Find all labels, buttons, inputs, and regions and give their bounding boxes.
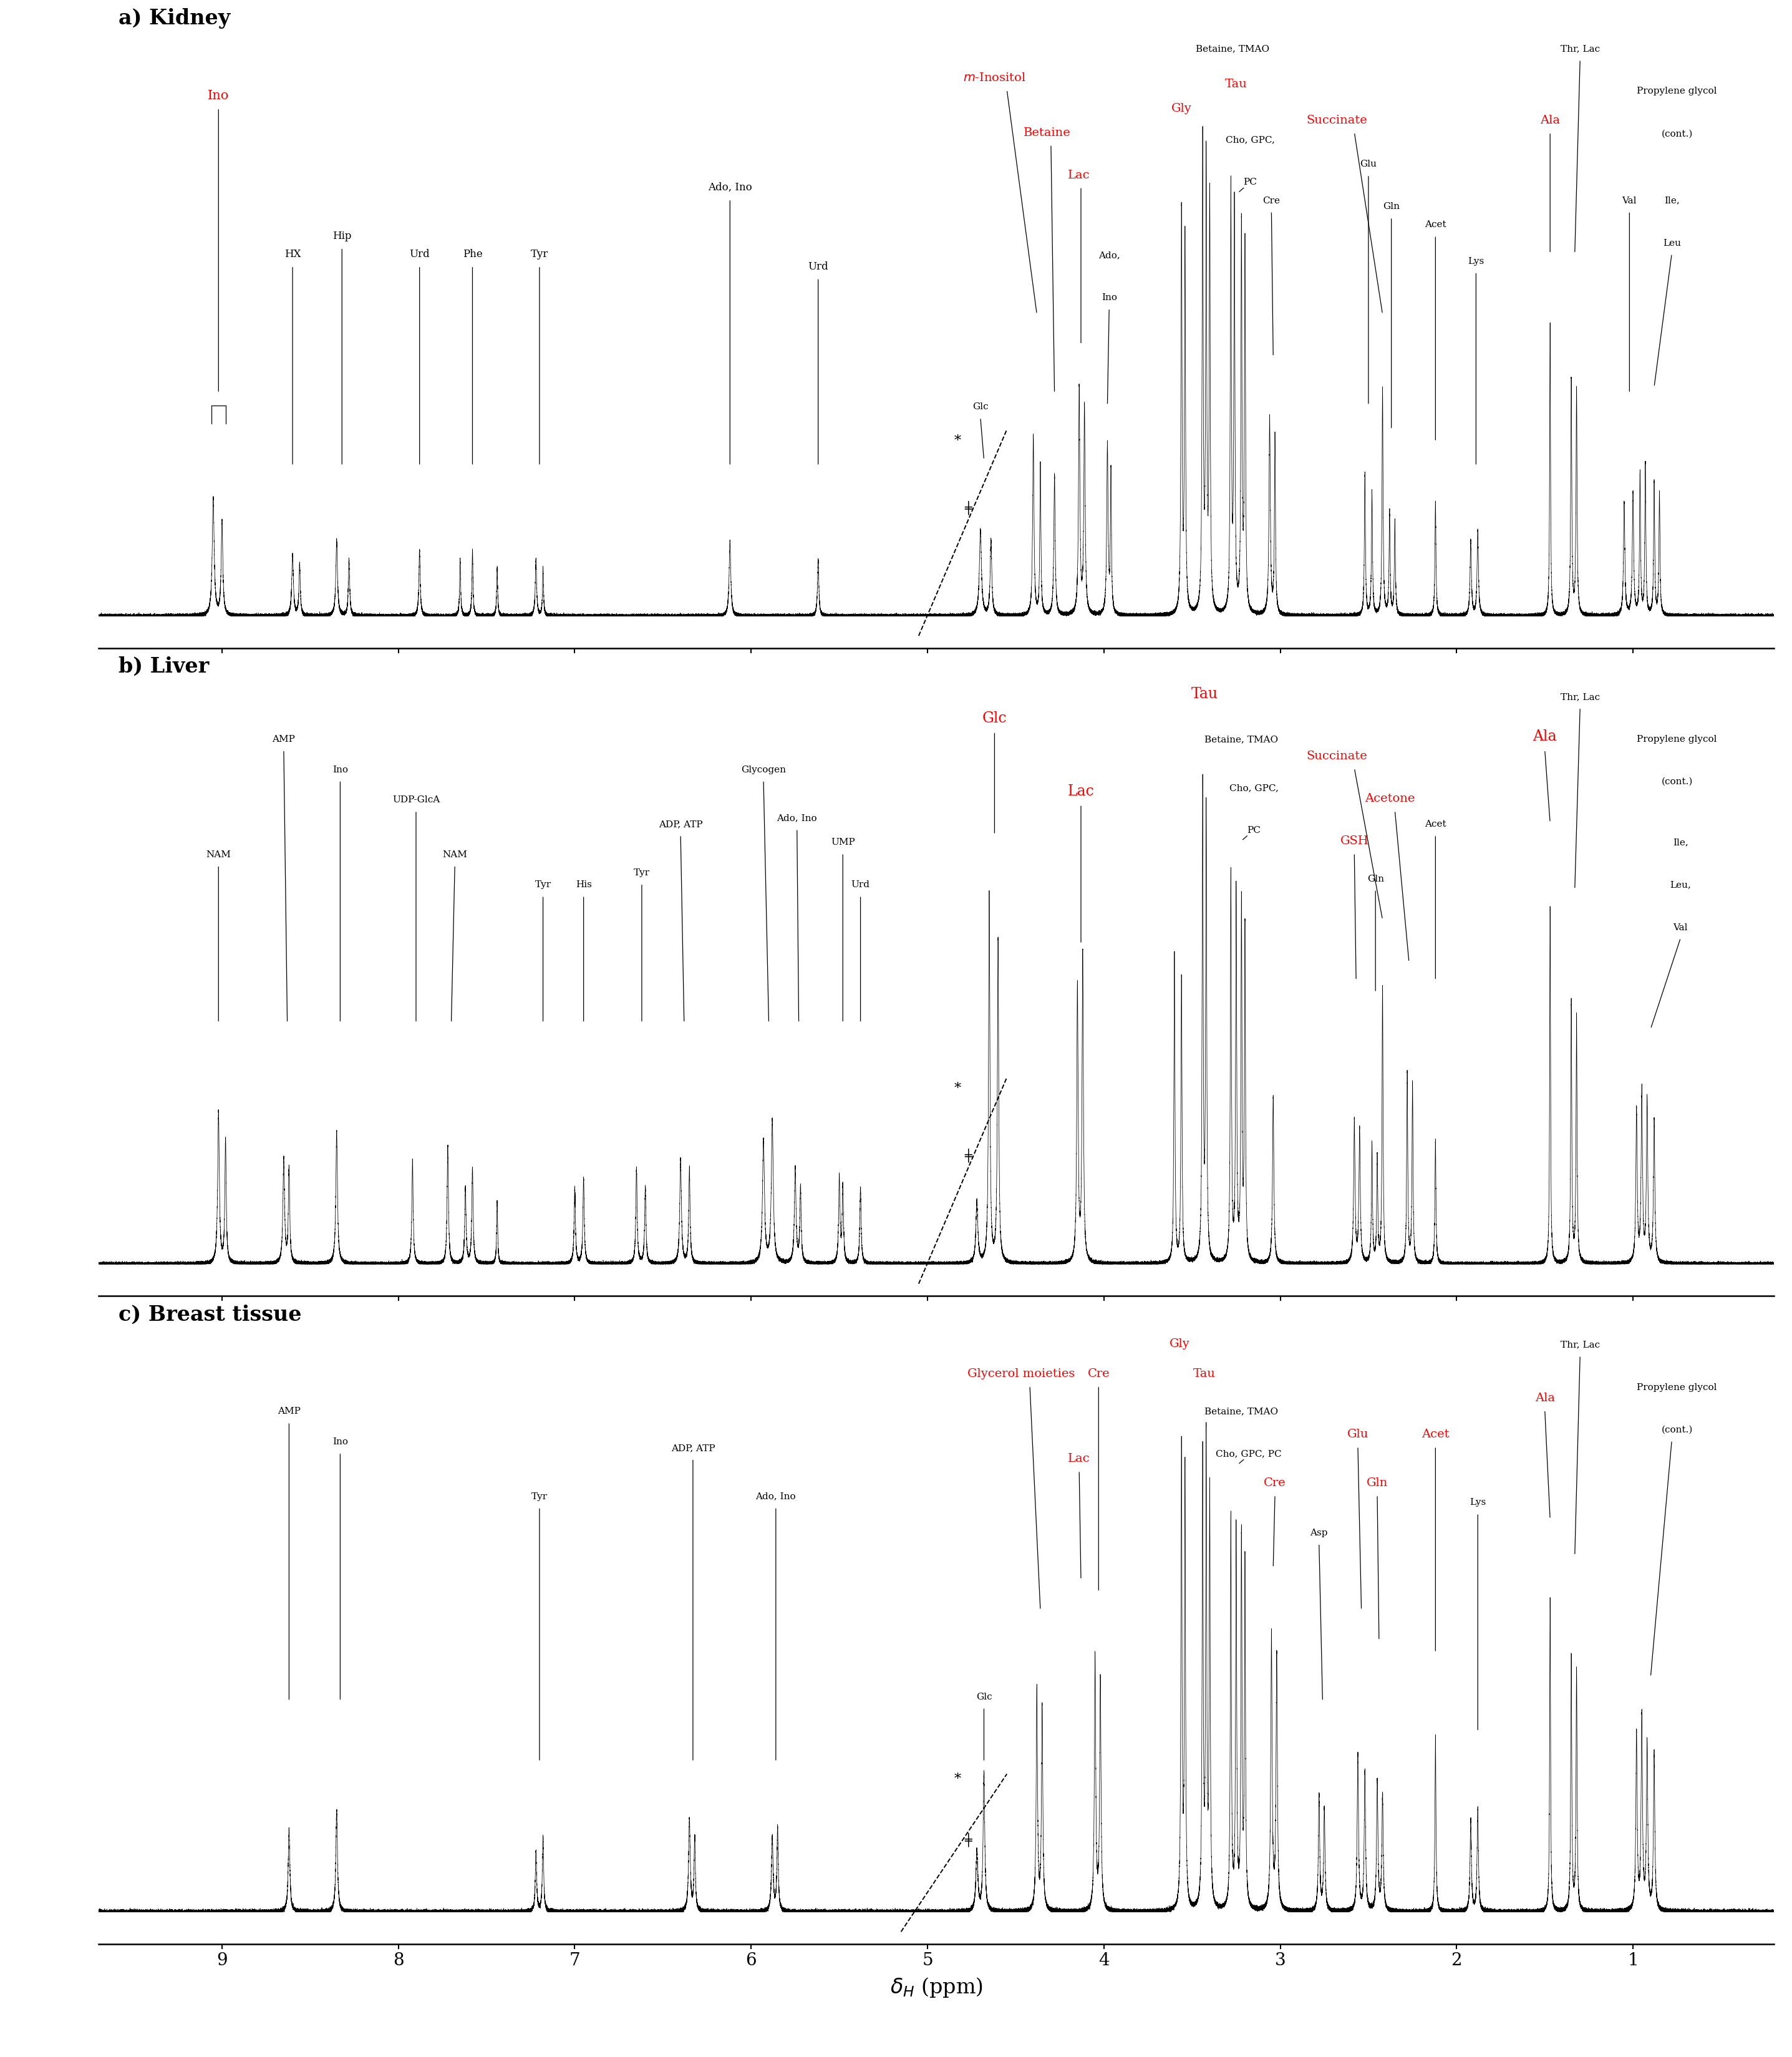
Text: Urd: Urd	[409, 249, 430, 259]
Text: (cont.): (cont.)	[1661, 778, 1693, 786]
Text: (cont.): (cont.)	[1661, 1426, 1693, 1434]
Text: Acet: Acet	[1425, 821, 1446, 829]
Text: His: His	[575, 880, 591, 889]
Text: Gln: Gln	[1367, 1477, 1389, 1489]
Text: (cont.): (cont.)	[1661, 130, 1693, 138]
Text: Lac: Lac	[1068, 784, 1095, 798]
Text: Lys: Lys	[1468, 257, 1484, 265]
Text: Tau: Tau	[1192, 687, 1219, 701]
Text: ADP, ATP: ADP, ATP	[670, 1444, 715, 1452]
Text: Ala: Ala	[1532, 730, 1557, 745]
Text: Propylene glycol: Propylene glycol	[1638, 1382, 1717, 1393]
Text: Propylene glycol: Propylene glycol	[1638, 86, 1717, 97]
Text: Glc: Glc	[977, 1693, 993, 1701]
Text: Ile,: Ile,	[1674, 837, 1688, 847]
Text: NAM: NAM	[206, 850, 231, 860]
Text: AMP: AMP	[278, 1407, 301, 1415]
Text: Thr, Lac: Thr, Lac	[1561, 45, 1600, 53]
Text: Leu,: Leu,	[1670, 880, 1692, 889]
Text: Ino: Ino	[332, 765, 348, 773]
Text: Glu: Glu	[1360, 160, 1376, 169]
Text: Hip: Hip	[333, 230, 351, 241]
Text: ╪: ╪	[964, 1833, 971, 1847]
Text: Phe: Phe	[462, 249, 482, 259]
Text: Tau: Tau	[1226, 78, 1247, 91]
Text: UMP: UMP	[831, 837, 855, 847]
Text: Val: Val	[1674, 924, 1688, 932]
Text: Leu: Leu	[1663, 239, 1681, 247]
Text: Cho, GPC, PC: Cho, GPC, PC	[1215, 1450, 1281, 1458]
Text: Val: Val	[1622, 195, 1636, 206]
Text: Betaine: Betaine	[1023, 128, 1072, 138]
Text: Gly: Gly	[1172, 103, 1192, 113]
Text: ╪: ╪	[964, 1148, 971, 1162]
Text: Tyr: Tyr	[532, 1491, 548, 1502]
Text: AMP: AMP	[272, 734, 296, 745]
Text: PC: PC	[1247, 827, 1260, 835]
Text: Cre: Cre	[1263, 195, 1279, 206]
Text: Ino: Ino	[332, 1438, 348, 1446]
Text: Acetone: Acetone	[1364, 794, 1414, 804]
Text: Cre: Cre	[1263, 1477, 1287, 1489]
Text: Propylene glycol: Propylene glycol	[1638, 734, 1717, 745]
Text: *: *	[953, 1082, 961, 1096]
Text: Cre: Cre	[1088, 1368, 1109, 1380]
Text: Ado, Ino: Ado, Ino	[756, 1491, 796, 1502]
Text: $m$-Inositol: $m$-Inositol	[962, 72, 1027, 84]
Text: Glycerol moieties: Glycerol moieties	[968, 1368, 1075, 1380]
Text: b) Liver: b) Liver	[118, 656, 210, 677]
Text: Ado, Ino: Ado, Ino	[778, 815, 817, 823]
Text: Thr, Lac: Thr, Lac	[1561, 1341, 1600, 1349]
Text: Lac: Lac	[1068, 169, 1090, 181]
Text: Ino: Ino	[208, 91, 229, 101]
Text: Betaine, TMAO: Betaine, TMAO	[1204, 734, 1278, 745]
Text: c) Breast tissue: c) Breast tissue	[118, 1304, 301, 1325]
Text: Gly: Gly	[1170, 1337, 1190, 1349]
Text: Glu: Glu	[1348, 1430, 1369, 1440]
Text: Tyr: Tyr	[534, 880, 552, 889]
Text: Glc: Glc	[982, 712, 1007, 726]
Text: Gln: Gln	[1367, 874, 1383, 882]
Text: Ado,: Ado,	[1098, 251, 1120, 259]
Text: PC: PC	[1244, 179, 1256, 187]
Text: Betaine, TMAO: Betaine, TMAO	[1195, 45, 1269, 53]
Text: Tyr: Tyr	[634, 868, 650, 876]
Text: Betaine, TMAO: Betaine, TMAO	[1204, 1407, 1278, 1415]
Text: ╪: ╪	[964, 500, 971, 514]
Text: Asp: Asp	[1310, 1528, 1328, 1537]
Text: Ino: Ino	[1102, 294, 1116, 302]
Text: NAM: NAM	[443, 850, 468, 860]
Text: Succinate: Succinate	[1306, 115, 1367, 125]
Text: Ala: Ala	[1534, 1393, 1555, 1403]
Text: Urd: Urd	[851, 880, 869, 889]
Text: *: *	[953, 434, 961, 448]
Text: Cho, GPC,: Cho, GPC,	[1226, 136, 1274, 144]
Text: Tau: Tau	[1193, 1368, 1215, 1380]
Text: *: *	[953, 1773, 961, 1785]
Text: Acet: Acet	[1425, 220, 1446, 228]
Text: Ado, Ino: Ado, Ino	[708, 183, 753, 193]
Text: UDP-GlcA: UDP-GlcA	[392, 796, 439, 804]
Text: Lac: Lac	[1068, 1452, 1090, 1465]
Text: Lys: Lys	[1469, 1497, 1486, 1508]
Text: Tyr: Tyr	[530, 249, 548, 259]
Text: Ile,: Ile,	[1665, 195, 1679, 206]
Text: Gln: Gln	[1383, 202, 1400, 212]
Text: ADP, ATP: ADP, ATP	[658, 821, 702, 829]
Text: a) Kidney: a) Kidney	[118, 8, 231, 29]
Text: GSH: GSH	[1340, 835, 1369, 847]
X-axis label: $\delta_{H}$ (ppm): $\delta_{H}$ (ppm)	[891, 1977, 982, 1999]
Text: Urd: Urd	[808, 261, 828, 272]
Text: Ala: Ala	[1539, 115, 1561, 125]
Text: Glc: Glc	[973, 403, 989, 411]
Text: Cho, GPC,: Cho, GPC,	[1229, 784, 1278, 792]
Text: Glycogen: Glycogen	[742, 765, 787, 773]
Text: Succinate: Succinate	[1306, 751, 1367, 761]
Text: Thr, Lac: Thr, Lac	[1561, 693, 1600, 701]
Text: Acet: Acet	[1421, 1430, 1450, 1440]
Text: HX: HX	[285, 249, 301, 259]
